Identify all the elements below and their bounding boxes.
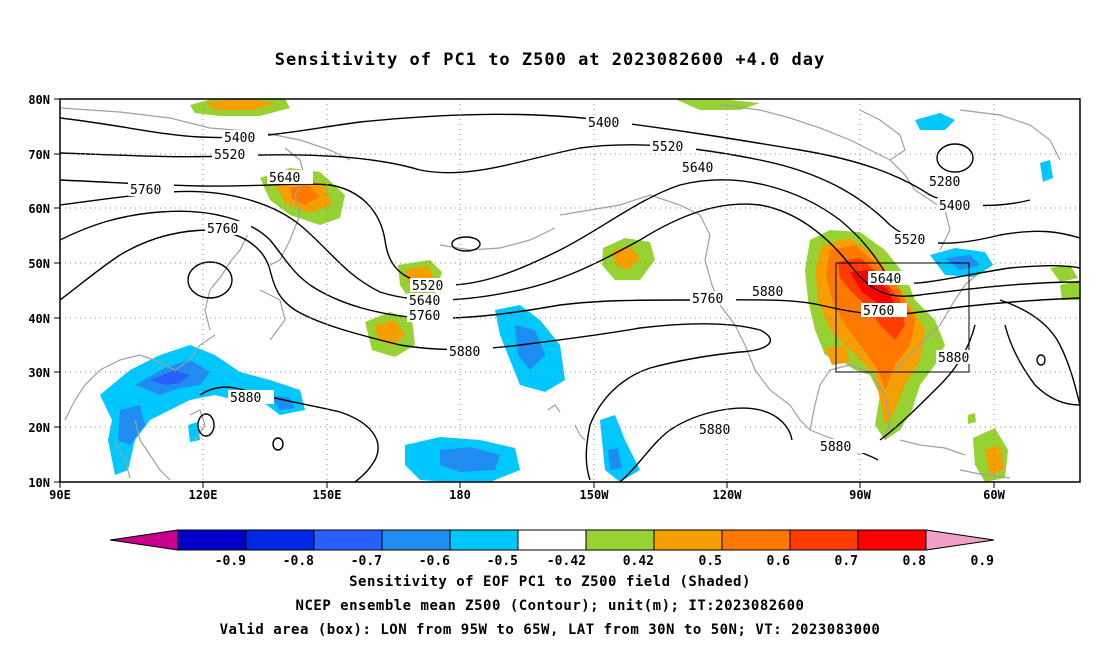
lon-label: 120W — [713, 488, 743, 502]
colorbar-label: -0.8 — [283, 554, 314, 569]
colorbar-label: -0.6 — [419, 554, 450, 569]
contour-labels: 5400 5520 5640 5760 5760 5520 5640 5760 … — [128, 115, 983, 455]
lat-label: 50N — [28, 257, 50, 271]
map-frame — [59, 98, 1081, 483]
contour-label: 5880 — [230, 391, 261, 406]
lon-label: 120E — [189, 488, 218, 502]
contour-label: 5640 — [409, 294, 440, 309]
colorbar-label: 0.5 — [699, 554, 722, 569]
colorbar-box — [789, 529, 859, 551]
contour-label: 5640 — [870, 272, 901, 287]
contour-label: 5400 — [939, 199, 970, 214]
lat-label: 80N — [28, 93, 50, 107]
contour-label: 5880 — [938, 351, 969, 366]
contour-label: 5520 — [412, 279, 443, 294]
lat-label: 10N — [28, 476, 50, 490]
colorbar-box — [313, 529, 383, 551]
contour-label: 5640 — [269, 171, 300, 186]
figure-title: Sensitivity of PC1 to Z500 at 2023082600… — [274, 50, 826, 70]
colorbar-label: -0.5 — [487, 554, 518, 569]
valid-area-box — [835, 262, 970, 373]
lon-label: 180 — [449, 488, 471, 502]
lon-label: 90E — [49, 488, 71, 502]
contour-label: 5760 — [409, 309, 440, 324]
contour-label: 5760 — [863, 304, 894, 319]
contour-label: 5760 — [207, 222, 238, 237]
lon-label: 150E — [313, 488, 342, 502]
contour-label: 5880 — [752, 285, 783, 300]
colorbar-label: 0.7 — [835, 554, 858, 569]
colorbar: -0.9 -0.8 -0.7 -0.6 -0.5 -0.42 0.42 0.5 0.6 0.7 0.… — [109, 529, 995, 569]
caption-line-1: Sensitivity of EOF PC1 to Z500 field (Sh… — [349, 574, 751, 590]
lat-label: 20N — [28, 421, 50, 435]
colorbar-box — [721, 529, 791, 551]
contour-label: 5640 — [682, 161, 713, 176]
colorbar-left-arrow — [109, 529, 179, 551]
colorbar-box — [449, 529, 519, 551]
lat-label: 70N — [28, 148, 50, 162]
colorbar-box — [177, 529, 247, 551]
colorbar-box — [381, 529, 451, 551]
contour-label: 5880 — [699, 423, 730, 438]
colorbar-label: -0.42 — [547, 554, 586, 569]
axis-ticks — [54, 98, 995, 488]
colorbar-box — [653, 529, 723, 551]
colorbar-label: -0.9 — [215, 554, 246, 569]
lat-label: 60N — [28, 202, 50, 216]
latitude-labels: 80N 70N 60N 50N 40N 30N 20N 10N — [28, 93, 50, 490]
colorbar-box — [857, 529, 927, 551]
caption-line-3: Valid area (box): LON from 95W to 65W, L… — [219, 622, 881, 638]
contour-label: 5520 — [894, 233, 925, 248]
contour-label: 5280 — [929, 175, 960, 190]
colorbar-box — [585, 529, 655, 551]
contour-label: 5520 — [214, 148, 245, 163]
colorbar-box — [245, 529, 315, 551]
contour-label: 5400 — [224, 131, 255, 146]
colorbar-label: 0.42 — [623, 554, 654, 569]
contour-label: 5880 — [449, 345, 480, 360]
lon-label: 60W — [983, 488, 1005, 502]
longitude-labels: 90E 120E 150E 180 150W 120W 90W 60W — [49, 488, 1005, 502]
colorbar-label: 0.9 — [971, 554, 994, 569]
lat-label: 40N — [28, 312, 50, 326]
colorbar-label: 0.6 — [767, 554, 791, 569]
lon-label: 90W — [849, 488, 871, 502]
contour-label: 5880 — [820, 440, 851, 455]
caption-line-2: NCEP ensemble mean Z500 (Contour); unit(… — [295, 598, 805, 614]
colorbar-label: 0.8 — [903, 554, 927, 569]
colorbar-label: -0.7 — [351, 554, 382, 569]
colorbar-box — [517, 529, 587, 551]
contour-label: 5400 — [588, 116, 619, 131]
contour-label: 5520 — [652, 140, 683, 155]
lon-label: 150W — [580, 488, 610, 502]
negative-sensitivity-areas — [100, 113, 1053, 482]
colorbar-right-arrow — [925, 529, 995, 551]
contour-label: 5760 — [130, 183, 161, 198]
contour-label: 5760 — [692, 292, 723, 307]
lat-label: 30N — [28, 366, 50, 380]
